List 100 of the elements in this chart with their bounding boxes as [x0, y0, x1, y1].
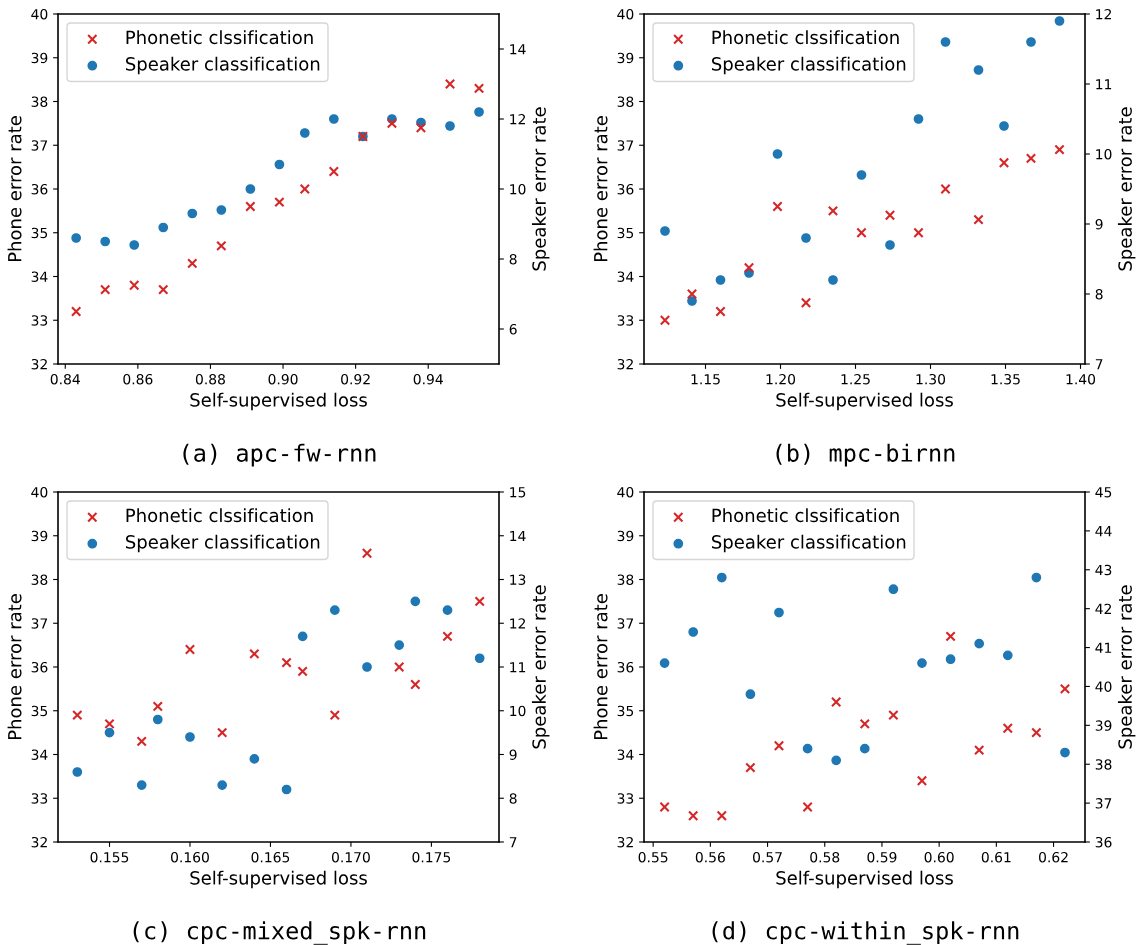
legend-label: Speaker classification: [126, 534, 320, 553]
y-tick-label: 35: [31, 705, 48, 717]
y2-axis-title: Speaker error rate: [531, 107, 550, 271]
y2-tick-label: 41: [1095, 642, 1112, 653]
text: (c) cpc-mixed_spk-rnn: [133, 921, 426, 945]
y2-tick-label: 6: [509, 323, 517, 335]
y-tick-label: 38: [617, 574, 634, 585]
y2-tick-label: 39: [1095, 720, 1112, 731]
x-tick-label: 1.40: [1066, 373, 1096, 385]
x-tick-label: 1.20: [766, 373, 796, 385]
legend-label: Speaker classification: [712, 534, 906, 553]
y-tick-label: 38: [31, 96, 48, 107]
y2-tick-label: 44: [1095, 526, 1112, 537]
x-tick-label: 0.165: [251, 851, 290, 863]
y2-axis-title: Speaker error rate: [1117, 107, 1136, 271]
y-tick-label: 37: [31, 618, 48, 629]
y-tick-label: 32: [617, 358, 633, 370]
y-tick-label: 37: [617, 140, 634, 151]
y2-tick-label: 36: [1095, 836, 1112, 848]
y-axis-title: Phone error rate: [7, 116, 22, 262]
x-tick-label: 0.59: [867, 851, 897, 863]
legend-label: Speaker classification: [712, 56, 906, 75]
y2-axis-title: Speaker error rate: [1117, 585, 1136, 749]
y-tick-label: 33: [617, 315, 634, 326]
y2-tick-label: 12: [510, 113, 525, 125]
y2-tick-label: 7: [1095, 359, 1103, 370]
y2-tick-label: 13: [510, 574, 526, 585]
x-tick-label: 0.84: [50, 373, 80, 385]
y-tick-label: 35: [31, 227, 48, 239]
y-tick-label: 39: [31, 52, 48, 64]
x-tick-label: 0.62: [1038, 851, 1068, 863]
y-axis-title: Phone error rate: [593, 594, 608, 740]
x-tick-label: 0.175: [412, 851, 451, 863]
y2-tick-label: 45: [1095, 487, 1112, 498]
x-tick-label: 1.35: [991, 373, 1020, 385]
y-tick-label: 33: [31, 793, 48, 804]
y-tick-label: 39: [617, 530, 634, 542]
y2-tick-label: 10: [1096, 148, 1112, 160]
y-tick-label: 37: [31, 140, 48, 151]
y2-tick-label: 8: [509, 793, 517, 804]
y2-tick-label: 42: [1095, 603, 1111, 614]
x-tick-label: 1.15: [691, 374, 720, 385]
x-axis-title: Self-supervised loss: [190, 870, 367, 889]
y2-tick-label: 10: [510, 183, 526, 195]
legend-label: Phonetic clssification: [126, 30, 313, 45]
y2-tick-label: 11: [510, 662, 526, 673]
y-axis-title: Phone error rate: [593, 116, 608, 262]
y-tick-label: 40: [31, 486, 48, 498]
x-tick-label: 0.60: [924, 851, 954, 863]
y2-axis-title: Speaker error rate: [531, 585, 550, 749]
y-tick-label: 36: [31, 183, 48, 195]
y2-tick-label: 12: [1096, 8, 1111, 20]
y-tick-label: 34: [31, 271, 48, 282]
y-tick-label: 36: [31, 661, 48, 673]
y-tick-label: 36: [617, 183, 634, 195]
text: (d) cpc-within_spk-rnn: [712, 921, 1019, 945]
y2-tick-label: 10: [510, 705, 526, 717]
x-axis-title: Self-supervised loss: [190, 392, 367, 411]
y-tick-label: 40: [617, 8, 634, 20]
y-tick-label: 35: [617, 227, 634, 239]
y-tick-label: 34: [617, 749, 634, 760]
y-tick-label: 37: [617, 618, 634, 629]
y-tick-label: 34: [31, 749, 48, 760]
x-axis-title: Self-supervised loss: [776, 392, 953, 411]
x-tick-label: 0.155: [90, 851, 129, 863]
y2-tick-label: 8: [509, 253, 517, 265]
y-tick-label: 32: [31, 358, 47, 370]
y-tick-label: 40: [31, 8, 48, 20]
y2-tick-label: 7: [509, 837, 517, 848]
y-tick-label: 36: [617, 661, 634, 673]
legend-label: Speaker classification: [126, 56, 320, 75]
y-tick-label: 33: [617, 793, 634, 804]
y-tick-label: 32: [617, 836, 633, 848]
y2-tick-label: 15: [510, 487, 526, 498]
y2-tick-label: 14: [510, 44, 526, 55]
y2-tick-label: 14: [510, 530, 526, 542]
y-tick-label: 35: [617, 705, 634, 717]
text: (a) apc-fw-rnn: [183, 443, 376, 467]
y2-tick-label: 9: [509, 749, 517, 760]
y2-tick-label: 11: [1096, 79, 1112, 90]
y2-tick-label: 38: [1095, 759, 1112, 770]
x-tick-label: 0.90: [268, 373, 298, 385]
x-tick-label: 0.61: [981, 851, 1011, 863]
y-tick-label: 40: [617, 486, 634, 498]
x-tick-label: 0.57: [753, 851, 782, 863]
legend-label: Phonetic clssification: [712, 30, 899, 45]
legend-label: Phonetic clssification: [126, 508, 313, 523]
x-axis-title: Self-supervised loss: [776, 870, 953, 889]
x-tick-label: 1.30: [916, 373, 946, 385]
x-tick-label: 0.86: [123, 373, 153, 385]
legend-label: Phonetic clssification: [712, 508, 899, 523]
y2-tick-label: 37: [1095, 798, 1112, 809]
x-tick-label: 0.92: [341, 373, 370, 385]
x-tick-label: 0.55: [638, 851, 668, 863]
y-tick-label: 38: [31, 574, 48, 585]
x-tick-label: 0.56: [695, 851, 725, 863]
x-tick-label: 1.25: [841, 373, 870, 385]
y-tick-label: 34: [617, 271, 634, 282]
text: (b) mpc-birnn: [776, 443, 955, 467]
y-axis-title: Phone error rate: [7, 594, 22, 740]
